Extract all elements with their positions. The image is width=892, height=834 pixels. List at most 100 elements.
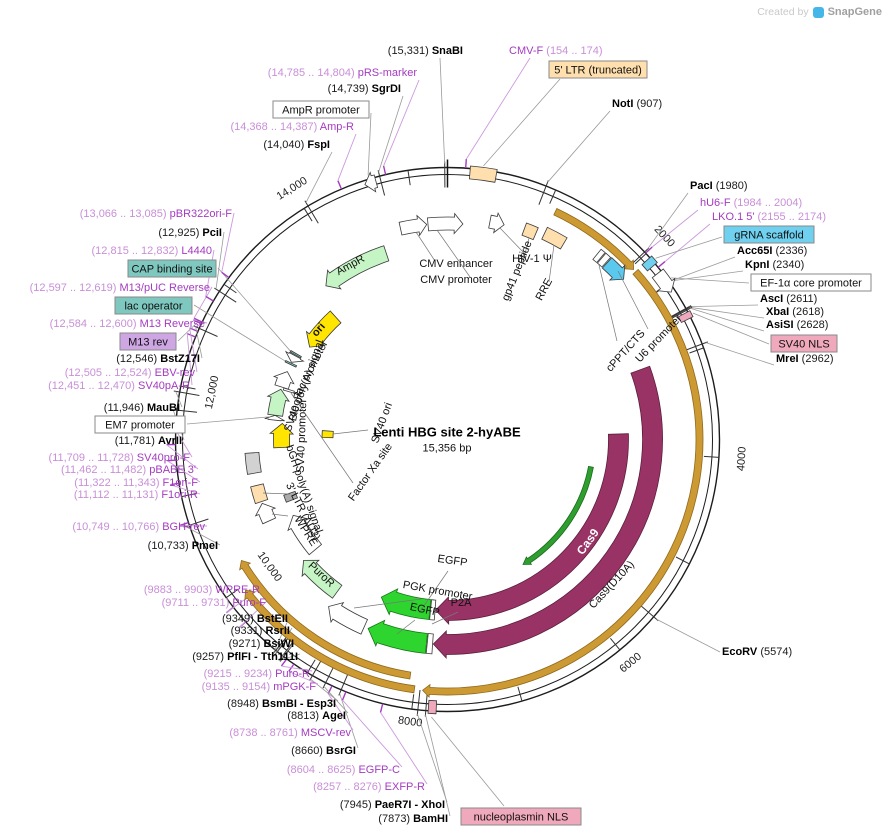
feature-label-grna-scaffold[interactable]: gRNA scaffold (734, 230, 804, 242)
feature-three-prime-ltr-du3[interactable] (254, 502, 277, 525)
feature-egfp-outer[interactable] (367, 619, 428, 654)
primer-label-m13-reverse[interactable]: (12,584 .. 12,600) M13 Reverse (50, 318, 205, 330)
enzyme-label-noti[interactable]: NotI (907) (612, 98, 662, 110)
enzyme-label-mrei[interactable]: MreI (2962) (776, 353, 833, 365)
enzyme-label-asisi[interactable]: AsiSI (2628) (766, 319, 828, 331)
enzyme-label-fspi[interactable]: (14,040) FspI (263, 139, 330, 151)
feature-p2a-outer[interactable] (425, 633, 434, 655)
inner-label-gp41-peptide[interactable]: gp41 peptide (500, 239, 535, 302)
feature-sv40-poly-a-signal[interactable] (272, 371, 295, 390)
feature-bgh-poly-a-signal[interactable] (250, 483, 269, 505)
inner-label-rre[interactable]: RRE (534, 277, 556, 303)
feature-lac-operator[interactable] (284, 359, 298, 368)
primer-label-mpgk-f[interactable]: (9135 .. 9154) mPGK-F (202, 681, 317, 693)
enzyme-label-xbai[interactable]: XbaI (2618) (766, 306, 824, 318)
inner-label-cmv-promoter[interactable]: CMV promoter (420, 274, 492, 286)
feature-label-lac-operator[interactable]: lac operator (124, 301, 182, 313)
feature-ef1a-core-promoter[interactable] (651, 268, 676, 293)
feature-five-prime-ltr-truncated[interactable] (468, 165, 498, 183)
feature-gold-arc-4[interactable] (239, 559, 412, 680)
feature-sv40-ori[interactable] (321, 430, 334, 439)
primer-label-sv40pa-r[interactable]: (12,451 .. 12,470) SV40pA-R (48, 380, 190, 392)
primer-label-ebv-rev[interactable]: (12,505 .. 12,524) EBV-rev (65, 367, 196, 379)
primer-label-egfp-c[interactable]: (8604 .. 8625) EGFP-C (287, 764, 400, 776)
feature-label-ampr-promoter[interactable]: AmpR promoter (282, 105, 360, 117)
feature-ampr[interactable] (325, 245, 390, 290)
feature-rre[interactable] (541, 226, 568, 250)
primer-label-hu6-f[interactable]: hU6-F (1984 .. 2004) (700, 197, 802, 209)
feature-gp41-peptide[interactable] (521, 222, 539, 241)
feature-label-box-cap-binding-site[interactable] (127, 259, 217, 278)
primer-label-f1ori-r[interactable]: (11,112 .. 11,131) F1ori-R (74, 489, 198, 501)
enzyme-label-pmei[interactable]: (10,733) PmeI (148, 540, 218, 552)
primer-label-puro-f[interactable]: (9711 .. 9731) Puro-F (162, 597, 267, 609)
primer-label-mscv-rev[interactable]: (8738 .. 8761) MSCV-rev (229, 727, 351, 739)
feature-sv40-promoter[interactable] (269, 422, 295, 449)
feature-lac-promoter[interactable] (284, 350, 305, 363)
enzyme-label-rsrii[interactable]: (9331) RsrII (231, 625, 290, 637)
feature-ampr-promoter[interactable] (364, 171, 379, 193)
feature-cas9-d10a[interactable] (432, 365, 663, 660)
feature-wpre[interactable] (287, 514, 323, 556)
feature-label-box-ef1a-core-promoter[interactable] (750, 273, 872, 292)
enzyme-label-pflfi-tth111i[interactable]: (9257) PflFI - Tth111I (192, 651, 298, 663)
feature-label-box-nucleoplasmin-nls[interactable] (460, 807, 582, 826)
enzyme-label-bsteii[interactable]: (9349) BstEII (222, 613, 288, 625)
feature-bleor[interactable] (266, 388, 290, 417)
feature-label-box-sv40-nls[interactable] (770, 334, 838, 353)
feature-label-cap-binding-site[interactable]: CAP binding site (131, 264, 212, 276)
enzyme-label-agei[interactable]: (8813) AgeI (287, 710, 346, 722)
feature-label-box-ampr-promoter[interactable] (272, 100, 370, 119)
enzyme-label-paci[interactable]: PacI (1980) (690, 180, 748, 192)
enzyme-label-maubi[interactable]: (11,946) MauBI (104, 402, 180, 414)
feature-label-em7-promoter[interactable]: EM7 promoter (105, 420, 175, 432)
feature-label-box-grna-scaffold[interactable] (723, 225, 815, 244)
enzyme-label-bsiwi[interactable]: (9271) BsiWI (229, 638, 294, 650)
feature-egfp-inner[interactable] (380, 588, 432, 620)
primer-label-l4440[interactable]: (12,815 .. 12,832) L4440 (92, 245, 213, 257)
feature-gray-box[interactable] (283, 490, 299, 503)
inner-label-factor-xa-site[interactable]: Factor Xa site (346, 441, 395, 503)
primer-label-sv40pro-f[interactable]: (11,709 .. 11,728) SV40pro-F (49, 452, 191, 464)
primer-label-f1ori-f[interactable]: (11,322 .. 11,343) F1ori-F (74, 477, 198, 489)
enzyme-label-asci[interactable]: AscI (2611) (760, 293, 817, 305)
feature-gold-arc-1[interactable] (553, 207, 635, 270)
feature-label-box-em7-promoter[interactable] (94, 415, 186, 434)
feature-puror[interactable] (301, 559, 343, 599)
primer-label-pbabe-3[interactable]: (11,462 .. 11,482) pBABE 3' (61, 464, 196, 476)
feature-label-ef1a-core-promoter[interactable]: EF-1α core promoter (760, 278, 862, 290)
inner-label-cmv-enhancer[interactable]: CMV enhancer (419, 258, 493, 270)
feature-label-sv40-nls[interactable]: SV40 NLS (778, 339, 829, 351)
feature-cas9[interactable] (435, 433, 629, 626)
feature-gold-arc-2[interactable] (422, 268, 704, 699)
feature-f1-ori[interactable] (244, 451, 262, 475)
primer-label-cmv-f[interactable]: CMV-F (154 .. 174) (509, 45, 603, 57)
feature-orf-arc[interactable] (522, 465, 594, 565)
feature-cppt-cts-2[interactable] (596, 252, 612, 268)
feature-label-box-five-ltr[interactable] (548, 60, 648, 79)
primer-label-puro-r[interactable]: (9215 .. 9234) Puro-R (204, 668, 310, 680)
primer-label-amp-r[interactable]: (14,368 .. 14,387) Amp-R (230, 121, 354, 133)
feature-label-five-ltr[interactable]: 5' LTR (truncated) (554, 65, 641, 77)
feature-label-nucleoplasmin-nls[interactable]: nucleoplasmin NLS (474, 812, 569, 824)
enzyme-label-bsrgi[interactable]: (8660) BsrGI (291, 745, 356, 757)
enzyme-label-bstz17i[interactable]: (12,546) BstZ17I (116, 353, 200, 365)
enzyme-label-snabi[interactable]: (15,331) SnaBI (388, 45, 463, 57)
feature-u6-promoter[interactable] (601, 257, 626, 281)
feature-cppt-cts-1[interactable] (592, 248, 606, 264)
primer-label-lko-1-5[interactable]: LKO.1 5' (2155 .. 2174) (712, 211, 826, 223)
enzyme-label-acc65i[interactable]: Acc65I (2336) (737, 245, 807, 257)
enzyme-label-sgrdi[interactable]: (14,739) SgrDI (328, 83, 401, 95)
feature-em7-promoter[interactable] (264, 414, 285, 422)
feature-ori[interactable] (305, 310, 342, 348)
feature-cmv-enhancer[interactable] (398, 214, 428, 237)
primer-label-m13-puc-reverse[interactable]: (12,597 .. 12,619) M13/pUC Reverse (30, 282, 210, 294)
feature-gold-arc-3[interactable] (244, 589, 416, 694)
inner-label-hiv-1[interactable]: HIV-1 Ψ (512, 253, 552, 265)
feature-nucleoplasmin-nls[interactable] (427, 699, 438, 715)
inner-label-p2a[interactable]: P2A (451, 597, 472, 609)
enzyme-label-avrii[interactable]: (11,781) AvrII (115, 435, 182, 447)
primer-label-prs-marker[interactable]: (14,785 .. 14,804) pRS-marker (268, 67, 418, 79)
enzyme-label-kpni[interactable]: KpnI (2340) (745, 259, 804, 271)
feature-pgk-promoter[interactable] (328, 601, 369, 635)
